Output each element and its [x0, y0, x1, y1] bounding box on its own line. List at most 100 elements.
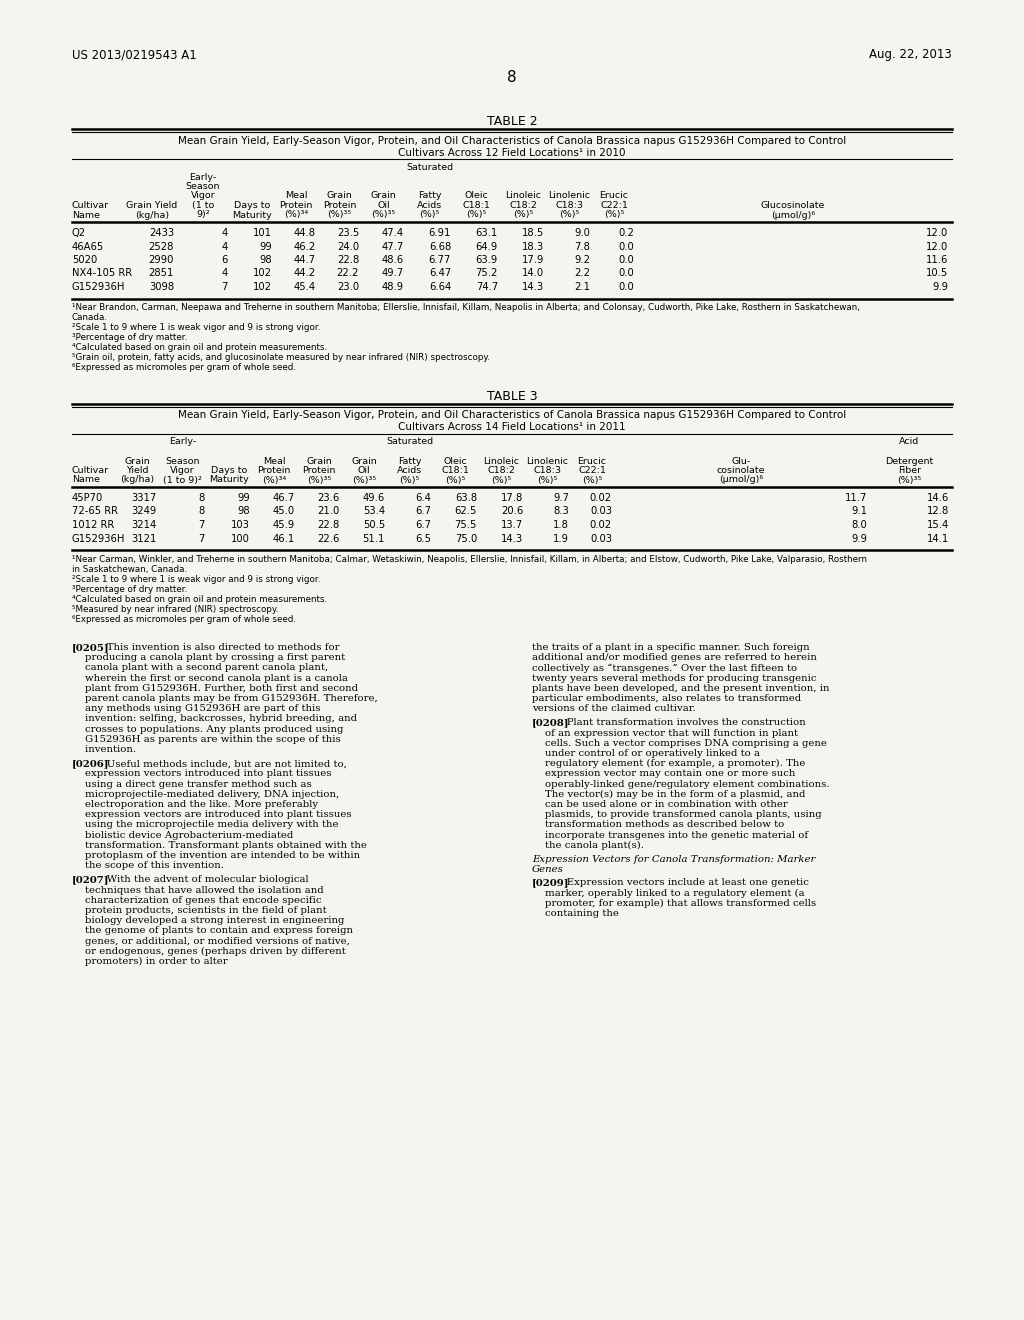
Text: 23.5: 23.5: [337, 228, 359, 238]
Text: Vigor: Vigor: [170, 466, 195, 475]
Text: 1.8: 1.8: [553, 520, 569, 531]
Text: Oleic: Oleic: [443, 457, 467, 466]
Text: 46.1: 46.1: [272, 533, 295, 544]
Text: Linolenic: Linolenic: [526, 457, 568, 466]
Text: promoters) in order to alter: promoters) in order to alter: [72, 957, 227, 966]
Text: 1.9: 1.9: [553, 533, 569, 544]
Text: [0208]: [0208]: [532, 718, 569, 727]
Text: twenty years several methods for producing transgenic: twenty years several methods for produci…: [532, 673, 816, 682]
Text: 63.8: 63.8: [455, 492, 477, 503]
Text: (μmol/g)⁶: (μmol/g)⁶: [771, 210, 815, 219]
Text: Detergent: Detergent: [886, 457, 934, 466]
Text: (%)³⁵: (%)³⁵: [897, 475, 922, 484]
Text: US 2013/0219543 A1: US 2013/0219543 A1: [72, 48, 197, 61]
Text: 46.2: 46.2: [294, 242, 316, 252]
Text: versions of the claimed cultivar.: versions of the claimed cultivar.: [532, 704, 695, 713]
Text: 12.0: 12.0: [926, 228, 948, 238]
Text: (%)⁵: (%)⁵: [582, 475, 602, 484]
Text: 6.64: 6.64: [429, 282, 451, 292]
Text: 14.1: 14.1: [927, 533, 949, 544]
Text: ⁵Grain oil, protein, fatty acids, and glucosinolate measured by near infrared (N: ⁵Grain oil, protein, fatty acids, and gl…: [72, 354, 489, 363]
Text: Genes: Genes: [532, 865, 564, 874]
Text: C18:1: C18:1: [441, 466, 469, 475]
Text: 49.7: 49.7: [382, 268, 404, 279]
Text: G152936H as parents are within the scope of this: G152936H as parents are within the scope…: [72, 735, 341, 743]
Text: 98: 98: [259, 255, 272, 265]
Text: 44.8: 44.8: [294, 228, 316, 238]
Text: plant from G152936H. Further, both first and second: plant from G152936H. Further, both first…: [72, 684, 358, 693]
Text: 6.47: 6.47: [429, 268, 451, 279]
Text: (μmol/g)⁶: (μmol/g)⁶: [719, 475, 763, 484]
Text: 8: 8: [199, 507, 205, 516]
Text: ¹Near Brandon, Carman, Neepawa and Treherne in southern Manitoba; Ellerslie, Inn: ¹Near Brandon, Carman, Neepawa and Trehe…: [72, 304, 860, 313]
Text: (%)³⁴: (%)³⁴: [284, 210, 308, 219]
Text: 62.5: 62.5: [455, 507, 477, 516]
Text: 3317: 3317: [132, 492, 157, 503]
Text: 99: 99: [238, 492, 250, 503]
Text: 53.4: 53.4: [362, 507, 385, 516]
Text: Protein: Protein: [323, 201, 356, 210]
Text: ²Scale 1 to 9 where 1 is weak vigor and 9 is strong vigor.: ²Scale 1 to 9 where 1 is weak vigor and …: [72, 323, 321, 333]
Text: 63.1: 63.1: [476, 228, 498, 238]
Text: 14.6: 14.6: [927, 492, 949, 503]
Text: Saturated: Saturated: [386, 437, 433, 446]
Text: 102: 102: [253, 268, 272, 279]
Text: 23.6: 23.6: [317, 492, 340, 503]
Text: 99: 99: [259, 242, 272, 252]
Text: can be used alone or in combination with other: can be used alone or in combination with…: [532, 800, 787, 809]
Text: 2528: 2528: [148, 242, 174, 252]
Text: Cultivar: Cultivar: [72, 201, 110, 210]
Text: Early-: Early-: [169, 437, 197, 446]
Text: 4: 4: [222, 268, 228, 279]
Text: ³Percentage of dry matter.: ³Percentage of dry matter.: [72, 585, 187, 594]
Text: Linoleic: Linoleic: [483, 457, 519, 466]
Text: Protein: Protein: [280, 201, 312, 210]
Text: transformation methods as described below to: transformation methods as described belo…: [532, 821, 784, 829]
Text: C22:1: C22:1: [579, 466, 606, 475]
Text: Aug. 22, 2013: Aug. 22, 2013: [869, 48, 952, 61]
Text: (%)⁵: (%)⁵: [466, 210, 486, 219]
Text: Name: Name: [72, 210, 100, 219]
Text: using the microprojectile media delivery with the: using the microprojectile media delivery…: [72, 821, 339, 829]
Text: promoter, for example) that allows transformed cells: promoter, for example) that allows trans…: [532, 899, 816, 908]
Text: (1 to 9)²: (1 to 9)²: [163, 475, 202, 484]
Text: 14.3: 14.3: [522, 282, 544, 292]
Text: techniques that have allowed the isolation and: techniques that have allowed the isolati…: [72, 886, 324, 895]
Text: The vector(s) may be in the form of a plasmid, and: The vector(s) may be in the form of a pl…: [532, 789, 805, 799]
Text: 6.4: 6.4: [415, 492, 431, 503]
Text: 18.3: 18.3: [522, 242, 544, 252]
Text: 0.0: 0.0: [618, 242, 634, 252]
Text: Yield: Yield: [126, 466, 148, 475]
Text: (%)⁵: (%)⁵: [420, 210, 439, 219]
Text: 23.0: 23.0: [337, 282, 359, 292]
Text: C18:2: C18:2: [509, 201, 537, 210]
Text: 18.5: 18.5: [522, 228, 544, 238]
Text: 8.0: 8.0: [851, 520, 867, 531]
Text: under control of or operatively linked to a: under control of or operatively linked t…: [532, 748, 760, 758]
Text: 17.8: 17.8: [501, 492, 523, 503]
Text: expression vector may contain one or more such: expression vector may contain one or mor…: [532, 770, 796, 779]
Text: expression vectors are introduced into plant tissues: expression vectors are introduced into p…: [72, 810, 351, 820]
Text: 1012 RR: 1012 RR: [72, 520, 115, 531]
Text: C18:2: C18:2: [487, 466, 515, 475]
Text: (%)⁵: (%)⁵: [399, 475, 420, 484]
Text: 15.4: 15.4: [927, 520, 949, 531]
Text: Acid: Acid: [899, 437, 920, 446]
Text: TABLE 3: TABLE 3: [486, 389, 538, 403]
Text: 11.7: 11.7: [845, 492, 867, 503]
Text: 8.3: 8.3: [553, 507, 569, 516]
Text: protoplasm of the invention are intended to be within: protoplasm of the invention are intended…: [72, 851, 360, 861]
Text: 3214: 3214: [132, 520, 157, 531]
Text: 6.7: 6.7: [415, 520, 431, 531]
Text: 75.5: 75.5: [455, 520, 477, 531]
Text: Canada.: Canada.: [72, 314, 108, 322]
Text: Expression vectors include at least one genetic: Expression vectors include at least one …: [557, 878, 809, 887]
Text: 14.3: 14.3: [501, 533, 523, 544]
Text: Expression Vectors for Canola Transformation: Marker: Expression Vectors for Canola Transforma…: [532, 855, 815, 865]
Text: 49.6: 49.6: [362, 492, 385, 503]
Text: canola plant with a second parent canola plant,: canola plant with a second parent canola…: [72, 664, 328, 672]
Text: 63.9: 63.9: [476, 255, 498, 265]
Text: 75.2: 75.2: [475, 268, 498, 279]
Text: [0209]: [0209]: [532, 878, 569, 887]
Text: (%)⁵: (%)⁵: [604, 210, 624, 219]
